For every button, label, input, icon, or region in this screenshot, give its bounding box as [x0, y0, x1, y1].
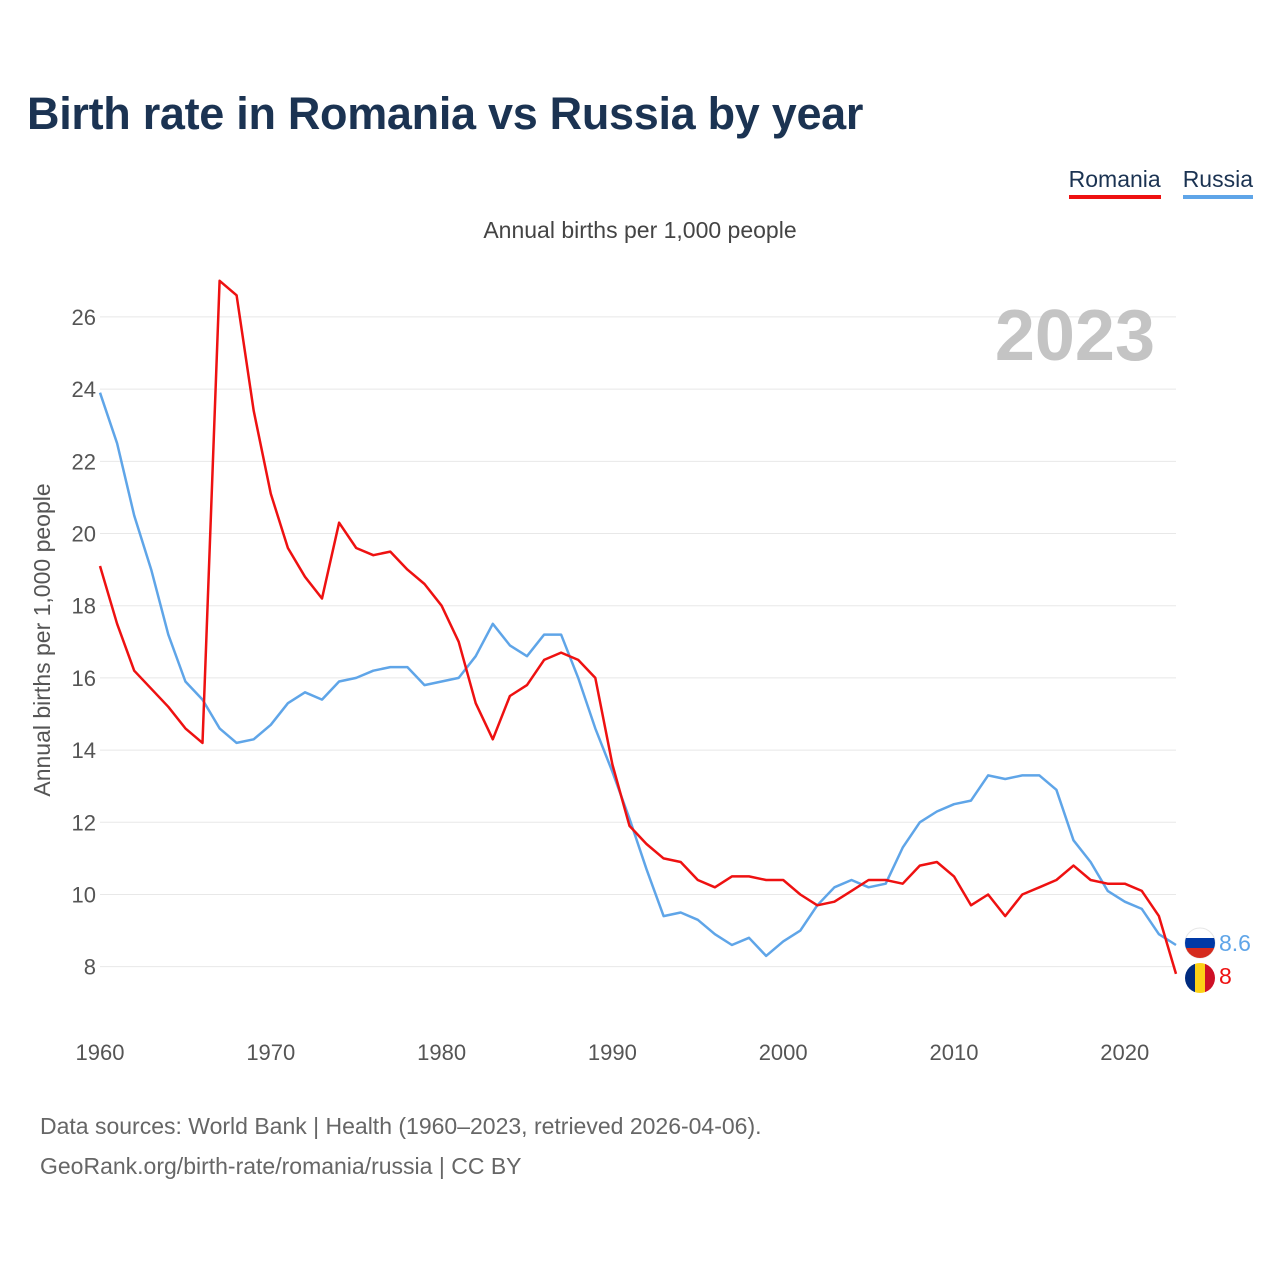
series-line-russia[interactable] [98, 392, 1177, 958]
series-line-romania[interactable] [98, 279, 1178, 975]
legend-item-russia[interactable]: Russia [1182, 166, 1253, 199]
y-tick-label: 26 [72, 305, 96, 330]
y-tick-label: 8 [84, 955, 96, 980]
source-url: GeoRank.org/birth-rate/romania/russia | … [40, 1153, 522, 1179]
y-tick-label: 22 [72, 449, 96, 474]
y-tick-label: 14 [72, 738, 96, 763]
romania-end-value: 8 [1219, 963, 1232, 989]
legend-item-romania[interactable]: Romania [1068, 166, 1161, 199]
end-markers [1184, 927, 1216, 993]
y-tick-label: 24 [72, 377, 96, 402]
y-tick-label: 12 [72, 810, 96, 835]
y-tick-label: 18 [72, 594, 96, 619]
y-tick-label: 20 [72, 522, 96, 547]
x-tick-label: 1960 [76, 1040, 125, 1065]
chart-subtitle: Annual births per 1,000 people [483, 217, 797, 243]
chart-title: Birth rate in Romania vs Russia by year [27, 88, 864, 139]
x-tick-label: 2000 [759, 1040, 808, 1065]
x-tick-label: 1970 [246, 1040, 295, 1065]
x-tick-label: 1990 [588, 1040, 637, 1065]
series-lines [98, 279, 1178, 975]
x-tick-label: 1980 [417, 1040, 466, 1065]
romania-flag-icon [1185, 963, 1215, 993]
russia-flag-icon [1184, 927, 1216, 959]
year-label: 2023 [995, 296, 1155, 376]
y-tick-label: 10 [72, 882, 96, 907]
grid-lines [100, 316, 1176, 968]
y-axis-ticks: 8 10 12 14 16 18 20 22 24 26 [72, 305, 96, 980]
y-axis-label: Annual births per 1,000 people [29, 483, 55, 796]
legend: Romania Russia [1068, 166, 1253, 199]
russia-end-value: 8.6 [1219, 930, 1251, 956]
y-tick-label: 16 [72, 666, 96, 691]
data-source-note: Data sources: World Bank | Health (1960–… [40, 1113, 762, 1139]
x-tick-label: 2010 [929, 1040, 978, 1065]
footer: Data sources: World Bank | Health (1960–… [40, 1106, 762, 1186]
x-tick-label: 2020 [1100, 1040, 1149, 1065]
x-axis-ticks: 1960 1970 1980 1990 2000 2010 2020 [76, 1040, 1150, 1065]
